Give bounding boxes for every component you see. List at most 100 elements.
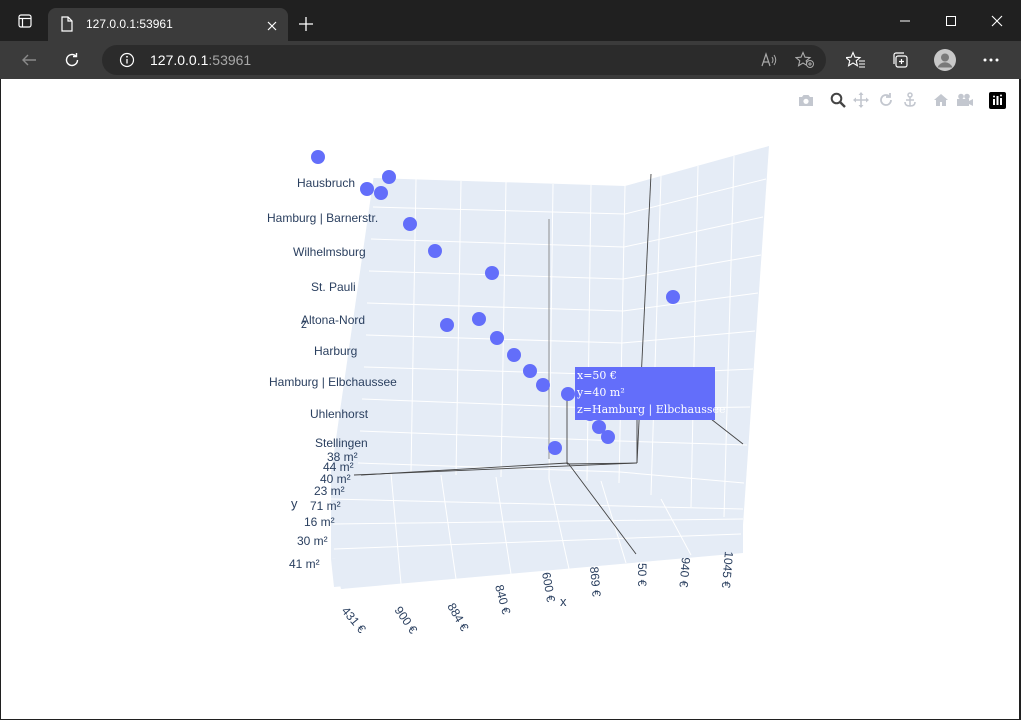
z-tick-label: Uhlenhorst — [310, 407, 369, 421]
gridline — [370, 238, 625, 248]
browser-tab[interactable]: 127.0.0.1:53961 — [48, 8, 288, 41]
gridline — [618, 185, 626, 484]
gridline — [455, 180, 462, 476]
z-tick-label: Altona-Nord — [301, 313, 365, 327]
browser-toolbar: 127.0.0.1:53961 — [0, 41, 1021, 79]
data-point[interactable] — [666, 290, 680, 304]
address-bar[interactable]: 127.0.0.1:53961 — [102, 45, 826, 75]
plus-icon[interactable] — [294, 12, 318, 36]
data-point[interactable] — [374, 186, 388, 200]
x-tick-label: 900 € — [392, 604, 421, 637]
y-tick-label: 30 m² — [297, 534, 328, 548]
x-tick-label: 600 € — [539, 571, 558, 603]
data-point[interactable] — [440, 318, 454, 332]
hover-x: x=50 € — [577, 369, 617, 382]
read-aloud-icon[interactable] — [760, 52, 778, 72]
data-point[interactable] — [360, 182, 374, 196]
collections-icon[interactable] — [886, 46, 914, 74]
gridline — [359, 430, 621, 442]
z-tick-label: St. Pauli — [311, 280, 356, 294]
z-tick-labels: Hausbruch Hamburg | Barnerstr. Wilhelmsbur… — [267, 176, 397, 450]
x-tick-label: 869 € — [587, 566, 604, 597]
data-point[interactable] — [311, 150, 325, 164]
y-tick-label: 41 m² — [289, 557, 320, 571]
minimize-icon[interactable] — [882, 0, 928, 41]
orbit-rotation-icon[interactable] — [877, 91, 895, 109]
gridline — [440, 474, 457, 580]
data-point[interactable] — [601, 430, 615, 444]
close-icon[interactable] — [266, 17, 278, 36]
reset-camera-icon[interactable] — [932, 91, 950, 109]
data-point[interactable] — [536, 378, 550, 392]
gridline — [495, 476, 512, 575]
refresh-icon[interactable] — [58, 46, 86, 74]
maximize-icon[interactable] — [928, 0, 974, 41]
x-axis-title: x — [560, 594, 567, 609]
x-tick-label: 840 € — [492, 583, 513, 616]
gridline — [660, 498, 692, 556]
spike-line-x — [567, 462, 637, 555]
favorites-icon[interactable] — [842, 46, 870, 74]
gridline — [366, 302, 624, 312]
data-point[interactable] — [490, 331, 504, 345]
page-content: Hausbruch Hamburg | Barnerstr. Wilhelmsbur… — [1, 79, 1019, 719]
x-tick-label: 50 € — [635, 563, 649, 587]
add-favorite-icon[interactable] — [794, 51, 815, 73]
gridline — [390, 472, 402, 585]
z-tick-label: Harburg — [314, 344, 357, 358]
spike-line-y — [360, 462, 569, 476]
data-point[interactable] — [472, 312, 486, 326]
plotly-logo-icon[interactable] — [988, 91, 1006, 109]
z-tick-label: Wilhelmsburg — [293, 245, 366, 259]
more-icon[interactable] — [977, 46, 1005, 74]
tab-title: 127.0.0.1:53961 — [86, 17, 173, 31]
data-point[interactable] — [523, 364, 537, 378]
gridline — [624, 178, 767, 215]
close-window-icon[interactable] — [974, 0, 1020, 41]
data-point[interactable] — [403, 217, 417, 231]
gridline — [650, 175, 662, 496]
data-point[interactable] — [485, 266, 499, 280]
x-tick-label: 884 € — [444, 601, 471, 634]
tab-actions-icon[interactable] — [2, 0, 48, 41]
data-points[interactable] — [311, 150, 680, 455]
x-tick-label: 940 € — [676, 557, 693, 588]
url-port: :53961 — [208, 52, 252, 68]
gridline — [690, 165, 699, 508]
camera-icon[interactable] — [797, 91, 815, 109]
scatter3d-scene[interactable]: Hausbruch Hamburg | Barnerstr. Wilhelmsbur… — [1, 79, 1019, 719]
data-point[interactable] — [561, 387, 575, 401]
gridline — [333, 533, 742, 550]
turntable-rotation-icon[interactable] — [901, 91, 919, 109]
info-icon[interactable] — [119, 52, 135, 72]
y-axis-title: y — [291, 496, 298, 511]
data-point[interactable] — [428, 244, 442, 258]
profile-icon[interactable] — [931, 46, 959, 74]
side-wall — [619, 146, 769, 525]
x-tick-label: 431 € — [339, 604, 369, 636]
gridline — [332, 518, 744, 525]
browser-titlebar: 127.0.0.1:53961 — [0, 0, 1021, 41]
data-point[interactable] — [382, 170, 396, 184]
x-tick-label: 1045 € — [719, 551, 736, 589]
pan-icon[interactable] — [852, 91, 870, 109]
y-tick-label: 38 m² — [327, 450, 358, 464]
floor-panel — [331, 470, 721, 589]
y-tick-label: 23 m² — [314, 484, 345, 498]
data-point[interactable] — [548, 441, 562, 455]
gridline — [330, 177, 374, 471]
hover-y: y=40 m² — [577, 386, 625, 399]
hover-z: z=Hamburg | Elbchaussee — [577, 403, 726, 416]
data-point[interactable] — [507, 348, 521, 362]
data-point[interactable] — [592, 420, 606, 434]
y-tick-label: 71 m² — [310, 499, 341, 513]
page-icon — [60, 16, 74, 36]
back-icon[interactable] — [15, 46, 43, 74]
gridline — [586, 184, 592, 482]
gridline — [619, 471, 745, 484]
gridline — [623, 216, 764, 248]
zoom-icon[interactable] — [829, 91, 847, 109]
y-tick-label: 44 m² — [323, 460, 354, 474]
camera-last-save-icon[interactable] — [956, 91, 974, 109]
